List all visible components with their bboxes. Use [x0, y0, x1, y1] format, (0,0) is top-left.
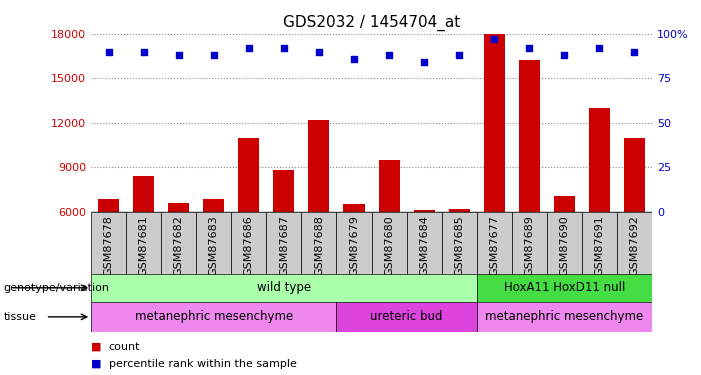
Point: [103, 49, 114, 55]
Text: wild type: wild type: [257, 281, 311, 294]
Bar: [414, 210, 435, 212]
Bar: [477, 212, 512, 274]
Text: GSM87685: GSM87685: [454, 215, 464, 276]
Bar: [301, 212, 336, 274]
Point: [454, 52, 465, 58]
Bar: [484, 31, 505, 212]
Bar: [547, 212, 582, 274]
Text: tissue: tissue: [4, 312, 36, 322]
Text: GSM87689: GSM87689: [524, 215, 534, 276]
Bar: [372, 212, 407, 274]
Bar: [161, 212, 196, 274]
Bar: [336, 212, 372, 274]
Point: [138, 49, 149, 55]
Point: [418, 59, 430, 65]
Text: GSM87678: GSM87678: [104, 215, 114, 276]
Text: percentile rank within the sample: percentile rank within the sample: [109, 359, 297, 369]
Bar: [343, 204, 365, 212]
Text: GSM87677: GSM87677: [489, 215, 499, 276]
Text: GSM87692: GSM87692: [629, 215, 639, 276]
Text: GSM87682: GSM87682: [174, 215, 184, 276]
Bar: [442, 212, 477, 274]
Bar: [477, 302, 652, 332]
Point: [208, 52, 219, 58]
Text: metanephric mesenchyme: metanephric mesenchyme: [135, 310, 293, 323]
Bar: [231, 212, 266, 274]
Text: count: count: [109, 342, 140, 352]
Text: GSM87681: GSM87681: [139, 215, 149, 276]
Text: ■: ■: [91, 342, 102, 352]
Bar: [589, 108, 610, 212]
Bar: [91, 302, 336, 332]
Point: [348, 56, 360, 62]
Bar: [554, 195, 575, 212]
Text: HoxA11 HoxD11 null: HoxA11 HoxD11 null: [503, 281, 625, 294]
Bar: [582, 212, 617, 274]
Bar: [617, 212, 652, 274]
Text: GSM87691: GSM87691: [594, 215, 604, 276]
Bar: [336, 302, 477, 332]
Bar: [379, 160, 400, 212]
Point: [524, 45, 535, 51]
Bar: [624, 138, 645, 212]
Bar: [168, 203, 189, 212]
Point: [489, 36, 500, 42]
Point: [594, 45, 605, 51]
Point: [173, 52, 184, 58]
Point: [313, 49, 325, 55]
Text: genotype/variation: genotype/variation: [4, 283, 109, 293]
Bar: [238, 138, 259, 212]
Bar: [407, 212, 442, 274]
Bar: [449, 209, 470, 212]
Point: [278, 45, 290, 51]
Bar: [91, 212, 126, 274]
Bar: [91, 274, 477, 302]
Point: [629, 49, 640, 55]
Text: GSM87687: GSM87687: [279, 215, 289, 276]
Bar: [266, 212, 301, 274]
Bar: [519, 60, 540, 212]
Bar: [477, 274, 652, 302]
Text: GSM87679: GSM87679: [349, 215, 359, 276]
Text: GSM87684: GSM87684: [419, 215, 429, 276]
Text: GSM87686: GSM87686: [244, 215, 254, 276]
Text: ureteric bud: ureteric bud: [370, 310, 443, 323]
Point: [383, 52, 395, 58]
Title: GDS2032 / 1454704_at: GDS2032 / 1454704_at: [283, 15, 460, 31]
Bar: [273, 170, 294, 212]
Bar: [308, 120, 329, 212]
Point: [243, 45, 254, 51]
Text: GSM87680: GSM87680: [384, 215, 394, 276]
Bar: [98, 198, 119, 212]
Text: GSM87683: GSM87683: [209, 215, 219, 276]
Text: metanephric mesenchyme: metanephric mesenchyme: [485, 310, 644, 323]
Text: ■: ■: [91, 359, 102, 369]
Bar: [196, 212, 231, 274]
Point: [559, 52, 570, 58]
Bar: [512, 212, 547, 274]
Bar: [126, 212, 161, 274]
Bar: [203, 198, 224, 212]
Bar: [133, 176, 154, 212]
Text: GSM87690: GSM87690: [559, 215, 569, 276]
Text: GSM87688: GSM87688: [314, 215, 324, 276]
